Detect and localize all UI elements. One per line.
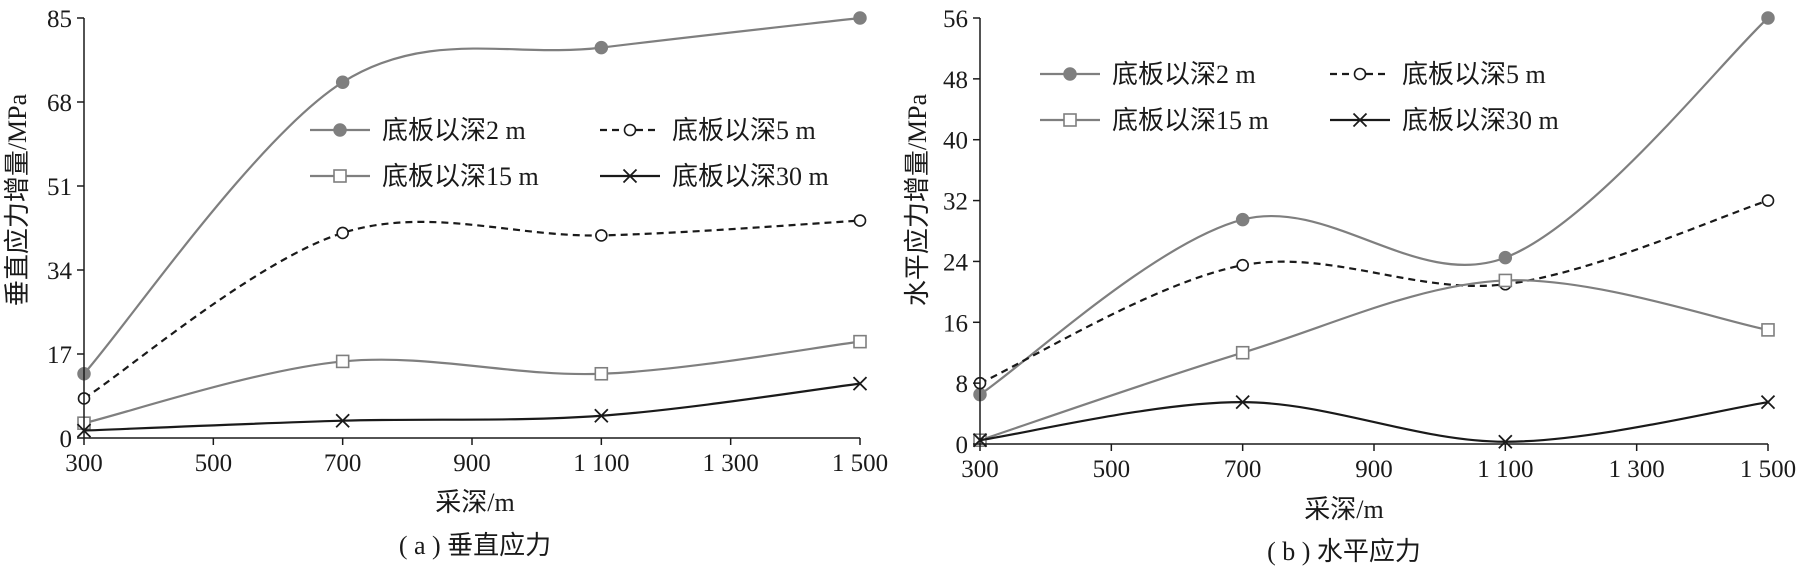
series-line <box>979 17 1769 396</box>
y-tick-label: 51 <box>47 174 72 201</box>
legend: 底板以深2 m 底板以深5 m 底板以深15 m 底板以深30 m <box>310 116 829 191</box>
x-tick-label: 1 100 <box>1477 456 1533 483</box>
series-line <box>979 401 1769 443</box>
x-axis-title: 采深/m <box>435 488 514 517</box>
x-tick-label: 1 500 <box>1740 456 1796 483</box>
series-line <box>83 340 861 425</box>
legend-label: 底板以深15 m <box>1112 106 1269 135</box>
x-tick-label: 500 <box>195 450 233 477</box>
legend-label: 底板以深2 m <box>382 116 526 145</box>
y-tick-label: 40 <box>943 128 968 155</box>
y-tick-label: 8 <box>956 371 969 398</box>
data-point-marker <box>853 334 867 349</box>
y-tick-label: 48 <box>943 67 968 94</box>
y-tick-label: 17 <box>47 342 72 369</box>
legend-label: 底板以深15 m <box>382 162 539 191</box>
x-tick-label: 300 <box>65 450 103 477</box>
x-tick-label: 900 <box>453 450 491 477</box>
data-point-marker <box>852 376 868 391</box>
legend-label: 底板以深2 m <box>1112 60 1256 89</box>
legend: 底板以深2 m 底板以深5 m 底板以深15 m 底板以深30 m <box>1040 60 1559 135</box>
y-tick-label: 85 <box>47 6 72 33</box>
data-point-marker <box>1353 67 1367 81</box>
x-tick-label: 1 100 <box>573 450 629 477</box>
y-tick-label: 0 <box>60 426 73 453</box>
data-point-marker <box>335 354 350 369</box>
x-tick-label: 700 <box>1224 456 1262 483</box>
data-point-marker <box>1236 258 1249 272</box>
x-tick-label: 700 <box>324 450 362 477</box>
data-point-marker <box>853 214 867 227</box>
legend-label: 底板以深30 m <box>1402 106 1559 135</box>
data-point-marker <box>333 169 347 183</box>
data-point-marker <box>1063 113 1077 127</box>
y-tick-label: 16 <box>943 310 968 337</box>
chart-caption: ( b ) 水平应力 <box>1267 537 1421 566</box>
data-point-marker <box>594 40 609 55</box>
series-line <box>83 16 861 375</box>
legend-label: 底板以深30 m <box>672 162 829 191</box>
data-point-marker <box>1235 395 1250 410</box>
x-tick-label: 1 500 <box>832 450 888 477</box>
data-point-marker <box>336 226 349 240</box>
data-point-marker <box>623 123 637 137</box>
x-tick-label: 1 300 <box>1609 456 1665 483</box>
y-tick-label: 68 <box>47 90 72 117</box>
x-tick-label: 900 <box>1355 456 1393 483</box>
data-point-marker <box>1498 273 1513 288</box>
data-point-marker <box>595 229 608 242</box>
data-point-marker <box>622 168 638 184</box>
data-point-marker <box>1063 67 1077 81</box>
data-point-marker <box>853 11 867 25</box>
chart-panel-a: 0 17 34 51 68 85 300 500 700 900 1 100 1 300 1 500 底… <box>0 0 900 575</box>
data-point-marker <box>1235 345 1250 360</box>
horizontal-stress-chart: 0 8 16 24 32 40 48 56 300 500 700 900 1 100 1 300 1 50… <box>903 6 1796 566</box>
data-point-marker <box>1498 250 1513 265</box>
x-axis-title: 采深/m <box>1304 495 1383 524</box>
x-tick-label: 300 <box>961 456 999 483</box>
series-line <box>979 199 1769 385</box>
chart-caption: ( a ) 垂直应力 <box>399 531 551 560</box>
vertical-stress-chart: 0 17 34 51 68 85 300 500 700 900 1 100 1 300 1 500 底… <box>3 6 888 560</box>
data-point-marker <box>594 366 609 381</box>
y-tick-label: 32 <box>943 189 968 216</box>
y-tick-label: 24 <box>943 249 969 276</box>
data-point-marker <box>1760 395 1776 410</box>
legend-label: 底板以深5 m <box>1402 60 1546 89</box>
series-line <box>83 219 861 400</box>
data-point-marker <box>1352 112 1368 128</box>
data-point-marker <box>333 123 347 137</box>
data-point-marker <box>1761 323 1775 337</box>
y-axis-title: 水平应力增量/MPa <box>903 93 932 306</box>
x-tick-label: 1 300 <box>703 450 759 477</box>
data-point-marker <box>335 413 350 428</box>
chart-panel-b: 0 8 16 24 32 40 48 56 300 500 700 900 1 100 1 300 1 50… <box>900 0 1801 575</box>
data-point-marker <box>335 75 350 89</box>
y-axis-title: 垂直应力增量/MPa <box>3 93 32 306</box>
series-line <box>979 279 1769 442</box>
y-tick-label: 0 <box>956 432 969 459</box>
y-tick-label: 56 <box>943 6 968 33</box>
data-point-marker <box>1761 11 1775 25</box>
data-point-marker <box>1498 434 1513 449</box>
legend-label: 底板以深5 m <box>672 116 816 145</box>
data-point-marker <box>1761 194 1775 207</box>
data-point-marker <box>594 408 609 423</box>
data-point-marker <box>1235 212 1250 227</box>
y-tick-label: 34 <box>47 258 73 285</box>
series-line <box>83 382 861 432</box>
x-tick-label: 500 <box>1093 456 1131 483</box>
